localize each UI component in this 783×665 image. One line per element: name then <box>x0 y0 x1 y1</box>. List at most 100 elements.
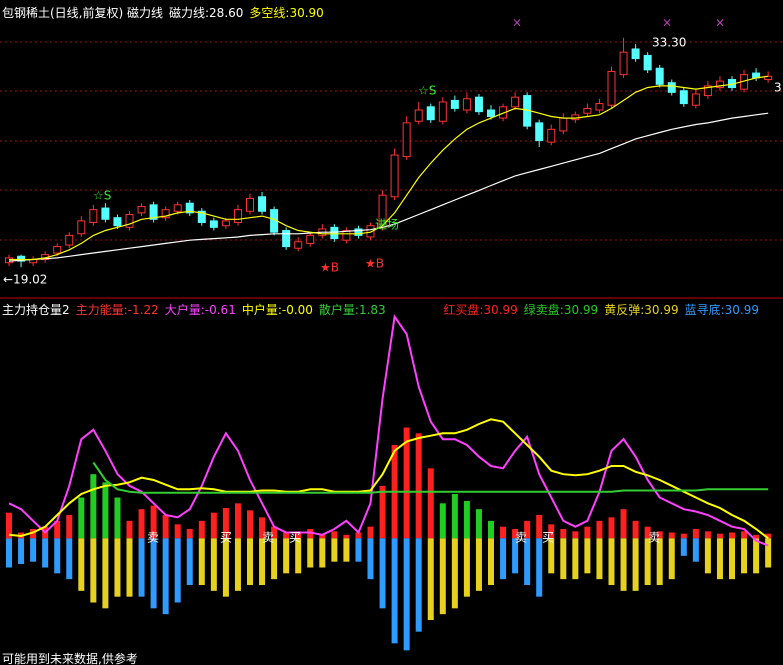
candle-body <box>5 257 13 264</box>
bar <box>307 529 314 539</box>
bar <box>753 538 760 574</box>
bar <box>475 509 482 539</box>
bar <box>692 529 699 539</box>
bar <box>30 538 37 562</box>
bar <box>608 538 615 585</box>
bar <box>6 512 12 539</box>
bar <box>668 532 675 539</box>
bar <box>186 529 193 539</box>
candle-body <box>547 128 556 143</box>
bar <box>632 520 639 539</box>
bar <box>439 503 446 539</box>
candle-body <box>691 93 700 106</box>
candle-body <box>511 96 520 108</box>
bar <box>560 529 567 539</box>
bar <box>90 474 97 539</box>
candle-body <box>89 209 98 224</box>
candle-body <box>619 51 628 76</box>
bar <box>644 526 651 539</box>
bar <box>451 538 458 609</box>
candle-body <box>715 80 724 89</box>
subtitle: 主力能量:-1.22 <box>75 303 159 317</box>
bar <box>90 538 97 603</box>
bar <box>692 538 699 562</box>
bar <box>259 538 266 585</box>
marker: × <box>715 16 725 30</box>
candle-body <box>77 220 86 235</box>
bar <box>78 497 85 539</box>
bar <box>608 517 615 539</box>
candle-body <box>161 209 170 219</box>
bar <box>536 515 543 539</box>
bar <box>54 538 61 574</box>
candle-body <box>113 217 122 227</box>
line <box>8 314 769 547</box>
bar <box>463 538 470 597</box>
bar <box>367 526 374 539</box>
candle-body <box>450 99 459 109</box>
candle-body <box>65 234 74 246</box>
bar <box>753 534 760 539</box>
candle-body <box>607 70 616 106</box>
bar <box>716 538 723 580</box>
candle-body <box>354 228 363 236</box>
bar <box>198 538 205 585</box>
bar <box>247 510 253 539</box>
bar <box>500 538 507 580</box>
bar <box>572 531 579 539</box>
bar <box>512 538 519 574</box>
bar <box>234 538 241 591</box>
candle-body <box>137 205 146 214</box>
bar <box>54 520 61 539</box>
bar <box>78 538 85 591</box>
legend-entry: 黄反弹:30.99 <box>604 303 679 317</box>
bar <box>126 520 133 539</box>
candle-body <box>426 106 435 121</box>
annotation: 3 <box>774 81 782 95</box>
bar <box>632 538 639 591</box>
ma-line <box>9 75 769 261</box>
bar <box>403 427 410 539</box>
bar <box>343 538 350 562</box>
candle-body <box>487 109 495 117</box>
bar <box>18 538 25 564</box>
bar <box>741 538 748 574</box>
bar <box>162 538 169 615</box>
annotation: 卖 <box>147 531 159 545</box>
candle-body <box>185 202 194 214</box>
candle-body <box>474 96 483 113</box>
candle-body <box>583 107 592 114</box>
bar <box>138 509 145 539</box>
bar <box>391 538 398 644</box>
bar <box>234 503 241 539</box>
bar <box>331 531 338 539</box>
bar <box>427 468 434 539</box>
bar <box>210 538 217 591</box>
candle-body <box>462 98 471 111</box>
bar <box>524 538 531 585</box>
bar <box>114 538 121 597</box>
candle-body <box>101 207 110 220</box>
markers: × × × <box>512 16 725 30</box>
ma-line <box>8 112 769 262</box>
candle-body <box>246 197 254 212</box>
bar <box>668 538 675 580</box>
bottom-header: 主力持仓量2 主力能量:-1.22 大户量:-0.61 中户量:-0.00 散户量:1.… <box>2 301 392 318</box>
candle-body <box>221 220 230 227</box>
bar <box>765 533 772 539</box>
legend-entry: 蓝寻底:30.99 <box>684 303 759 317</box>
bar <box>271 526 278 539</box>
bar <box>66 515 73 539</box>
candle-body <box>679 90 688 105</box>
legend-entry: 散户量:1.83 <box>318 303 386 317</box>
candle-body <box>414 109 423 122</box>
bar <box>656 531 663 539</box>
bar <box>620 509 627 539</box>
bar <box>656 538 663 585</box>
bar <box>704 538 711 574</box>
bar <box>222 538 229 597</box>
annotation: 33.30 <box>652 36 686 50</box>
bottom-header-right: 红买盘:30.99 绿卖盘:30.99 黄反弹:30.99 蓝寻底:30.99 <box>443 301 765 318</box>
bar <box>114 497 121 539</box>
marker: × <box>512 16 522 30</box>
